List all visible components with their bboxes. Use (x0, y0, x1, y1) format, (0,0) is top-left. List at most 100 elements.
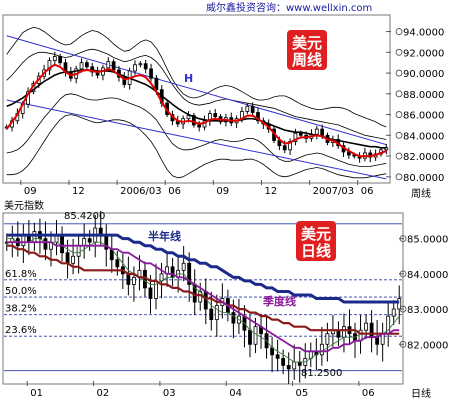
candle-body (58, 56, 63, 64)
daily-low-annotation: 81.2500 (301, 368, 342, 379)
daily-y-ticks: 85.0000 84.0000 83.0000 82.0000 (399, 235, 448, 351)
y-tick-marker (399, 270, 407, 278)
y-tick-marker (395, 131, 403, 139)
x-tick-label: 01 (30, 388, 43, 399)
candle-body (133, 64, 137, 72)
candle-body (186, 115, 191, 120)
daily-moving-averages (6, 233, 400, 363)
weekly-moving-averages (5, 63, 387, 158)
candle-body (191, 115, 196, 126)
ma_brown-line (6, 244, 400, 335)
daily-badge-line1: 美元 (301, 225, 331, 243)
candle-body (297, 361, 302, 366)
daily-title: 美元指数 (4, 199, 44, 212)
candle-body (126, 273, 131, 285)
candle-body (71, 255, 76, 264)
band_upper2-line (6, 26, 387, 128)
y-tick-label: 86.0000 (403, 111, 444, 122)
x-tick-label: 2006/03 (120, 186, 162, 197)
candle-body (170, 266, 175, 278)
candle-body (115, 259, 120, 268)
x-tick-label: 06 (362, 388, 375, 399)
x-tick-label: 06 (361, 186, 374, 197)
x-tick-label: 12 (72, 186, 85, 197)
candle-body (65, 252, 70, 264)
candle-body (111, 61, 116, 71)
candle-body (47, 60, 52, 71)
candle-body (82, 238, 87, 247)
candle-body (148, 287, 153, 299)
candle-body (154, 77, 159, 91)
x-tick-label: 06 (168, 186, 181, 197)
ma_red-line (5, 63, 387, 158)
candle-body (364, 322, 368, 331)
quarter_ma-line (6, 241, 400, 353)
y-tick-marker (399, 340, 407, 348)
y-tick-marker (399, 235, 407, 243)
candle-body (21, 234, 26, 247)
candle-body (298, 132, 303, 136)
candle-body (85, 62, 89, 68)
candle-body (292, 361, 297, 370)
candle-body (256, 112, 260, 122)
candle-body (76, 245, 81, 257)
weekly-badge (287, 30, 327, 70)
candle-body (213, 113, 218, 118)
fib-level-label: 61.8% (5, 269, 37, 280)
candle-body (245, 105, 250, 112)
y-tick-label: 80.0000 (403, 173, 444, 184)
daily-quarter-label: 季度线 (262, 294, 296, 308)
weekly-bands (6, 26, 387, 179)
candle-body (87, 238, 92, 243)
candle-body (282, 145, 287, 151)
x-tick-label: 05 (296, 388, 309, 399)
y-tick-label: 88.0000 (403, 90, 444, 101)
candle-body (369, 322, 374, 338)
candle-body (79, 62, 84, 70)
x-tick-label: 03 (163, 388, 176, 399)
weekly-badge-line2: 周线 (292, 51, 322, 69)
channel_lower-line (6, 99, 387, 180)
candle-body (384, 147, 389, 151)
x-tick-label: 04 (229, 388, 242, 399)
candle-body (275, 354, 280, 359)
y-tick-label: 92.0000 (403, 48, 444, 59)
candle-body (319, 343, 324, 356)
x-tick-label: 09 (24, 186, 37, 197)
daily-frame (2, 212, 404, 385)
y-tick-marker (395, 48, 403, 56)
y-tick-label: 83.0000 (407, 305, 448, 316)
y-tick-marker (395, 69, 403, 77)
candle-body (60, 234, 64, 254)
candle-body (375, 336, 380, 345)
candle-body (391, 308, 396, 317)
candle-body (281, 357, 286, 366)
weekly-frame (2, 14, 391, 184)
weekly-y-ticks: 94.0000 92.0000 90.0000 88.0000 86.0000 84.00… (386, 28, 444, 184)
candle-body (187, 262, 192, 285)
candle-body (181, 262, 186, 271)
fib-level-label: 38.2% (5, 304, 37, 315)
weekly-x-caption: 周线 (411, 187, 431, 200)
candle-body (143, 63, 148, 70)
y-tick-marker (395, 28, 403, 35)
y-tick-label: 82.0000 (407, 340, 448, 351)
candle-body (149, 68, 153, 79)
daily-x-caption: 日线 (411, 387, 431, 400)
source-text: 威尔鑫投资咨询：www.wellxin.com (206, 1, 372, 14)
x-tick-label: 2007/03 (313, 186, 355, 197)
candle-body (138, 63, 143, 66)
candle-body (197, 124, 202, 128)
band_upper1-line (6, 48, 387, 140)
y-tick-label: 84.0000 (403, 131, 444, 142)
candle-body (250, 105, 255, 113)
y-tick-label: 84.0000 (407, 270, 448, 281)
x-tick-label: 12 (264, 186, 277, 197)
channel_upper-line (6, 35, 387, 146)
y-tick-marker (395, 111, 403, 118)
candle-body (214, 305, 219, 321)
candle-body (325, 333, 330, 345)
y-tick-marker (395, 152, 403, 160)
